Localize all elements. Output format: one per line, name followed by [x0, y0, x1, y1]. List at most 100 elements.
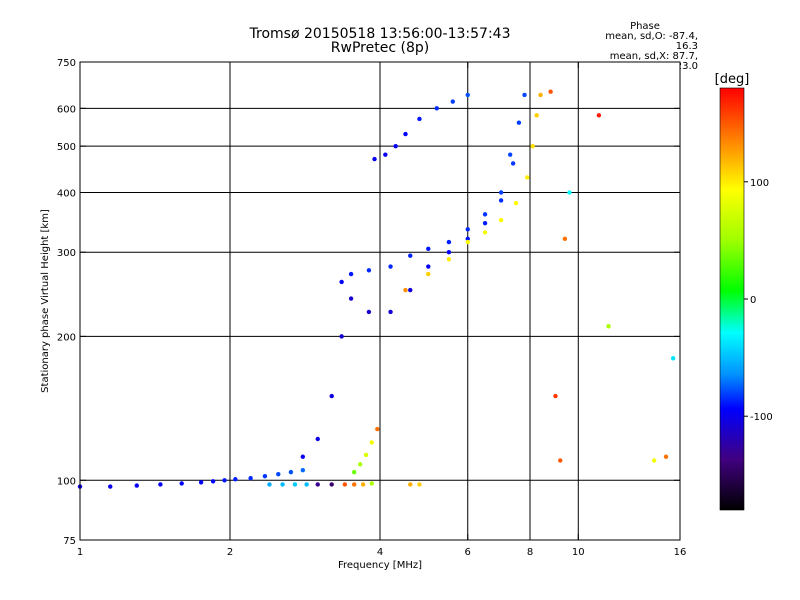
- y-tick-label: 100: [57, 476, 76, 487]
- data-point: [342, 482, 348, 487]
- data-point: [369, 481, 374, 486]
- series-e-layer-x: [267, 481, 422, 487]
- data-point: [348, 271, 354, 277]
- data-point: [530, 143, 535, 149]
- data-point: [465, 92, 470, 98]
- data-point: [357, 462, 363, 467]
- x-tick-label: 4: [377, 547, 383, 558]
- data-point: [596, 113, 602, 118]
- data-point: [510, 161, 516, 166]
- data-point: [498, 198, 504, 203]
- data-point: [482, 221, 488, 226]
- data-point: [315, 436, 320, 442]
- data-point: [288, 469, 294, 475]
- data-point: [417, 482, 422, 487]
- data-point: [233, 477, 238, 482]
- data-point: [516, 120, 522, 125]
- series-f-trace-x: [403, 92, 543, 293]
- y-tick-label: 75: [63, 536, 76, 547]
- data-point: [300, 467, 306, 473]
- phase-stats: Phase mean, sd,O: -87.4, 16.3 mean, sd,X…: [592, 22, 698, 72]
- data-point: [465, 239, 470, 245]
- data-point: [522, 92, 527, 98]
- data-point: [446, 257, 452, 262]
- series-scattered: [548, 89, 676, 463]
- y-tick-label: 500: [57, 142, 76, 153]
- data-point: [434, 106, 439, 111]
- x-axis-label: Frequency [MHz]: [338, 560, 422, 571]
- data-point: [408, 253, 413, 258]
- data-point: [388, 309, 393, 315]
- data-point: [465, 236, 470, 242]
- data-point: [663, 454, 669, 459]
- data-point: [158, 482, 163, 487]
- y-tick-label: 600: [57, 104, 76, 115]
- data-point: [329, 393, 334, 399]
- data-point: [372, 156, 377, 162]
- y-tick-label: 750: [57, 58, 76, 69]
- data-point: [267, 482, 272, 487]
- data-point: [498, 218, 504, 223]
- data-point: [388, 264, 393, 269]
- data-point: [525, 175, 530, 180]
- data-point: [417, 116, 422, 122]
- data-point: [507, 152, 513, 157]
- data-point: [426, 246, 431, 251]
- chart-subtitle: RwPretec (8p): [330, 40, 430, 56]
- data-point: [482, 230, 488, 235]
- y-tick-label: 200: [57, 332, 76, 343]
- x-tick-label: 8: [527, 547, 533, 558]
- colorbar: [720, 88, 744, 510]
- data-point: [606, 324, 611, 329]
- data-point: [339, 334, 344, 339]
- colorbar-label: [deg]: [715, 72, 750, 87]
- data-point: [426, 271, 431, 277]
- data-point: [339, 279, 344, 285]
- data-point: [553, 393, 558, 399]
- data-point: [329, 482, 334, 487]
- phase-stats-title: Phase: [630, 21, 660, 32]
- data-point: [403, 131, 408, 137]
- data-point: [482, 212, 488, 217]
- data-point: [383, 152, 388, 157]
- data-point: [651, 458, 657, 463]
- data-point: [280, 482, 285, 487]
- data-point: [450, 99, 456, 104]
- series-f-trace-o: [300, 92, 527, 459]
- data-point: [408, 287, 413, 293]
- data-point: [375, 426, 380, 432]
- data-point: [210, 479, 216, 484]
- data-point: [366, 268, 372, 273]
- data-point: [403, 287, 408, 293]
- data-point: [315, 482, 320, 487]
- data-point: [366, 309, 372, 315]
- data-point: [538, 92, 543, 98]
- phase-stats-o: mean, sd,O: -87.4, 16.3: [605, 31, 698, 52]
- x-tick-label: 1: [77, 547, 83, 558]
- series-es-blob: [351, 426, 380, 475]
- data-point: [558, 458, 563, 463]
- data-point: [369, 440, 374, 445]
- data-point: [134, 483, 139, 488]
- data-point: [446, 250, 452, 255]
- data-point: [351, 469, 357, 475]
- data-point: [498, 190, 504, 195]
- x-tick-label: 16: [674, 547, 687, 558]
- data-point: [248, 476, 253, 481]
- colorbar-tick-label: 0: [750, 295, 756, 306]
- phase-stats-x: mean, sd,X: 87.7, 23.0: [609, 51, 698, 72]
- data-point: [513, 200, 519, 206]
- data-point: [304, 482, 309, 487]
- chart-title: Tromsø 20150518 13:56:00-13:57:43: [249, 26, 511, 42]
- series-e-layer-o: [77, 467, 306, 489]
- x-tick-label: 10: [572, 547, 585, 558]
- data-point: [393, 143, 398, 149]
- data-point: [351, 482, 357, 487]
- data-point: [465, 227, 470, 232]
- data-point: [198, 480, 204, 485]
- data-point: [262, 473, 268, 479]
- data-point: [534, 113, 539, 118]
- series-oblique-echoes: [372, 92, 470, 162]
- data-point: [562, 236, 568, 242]
